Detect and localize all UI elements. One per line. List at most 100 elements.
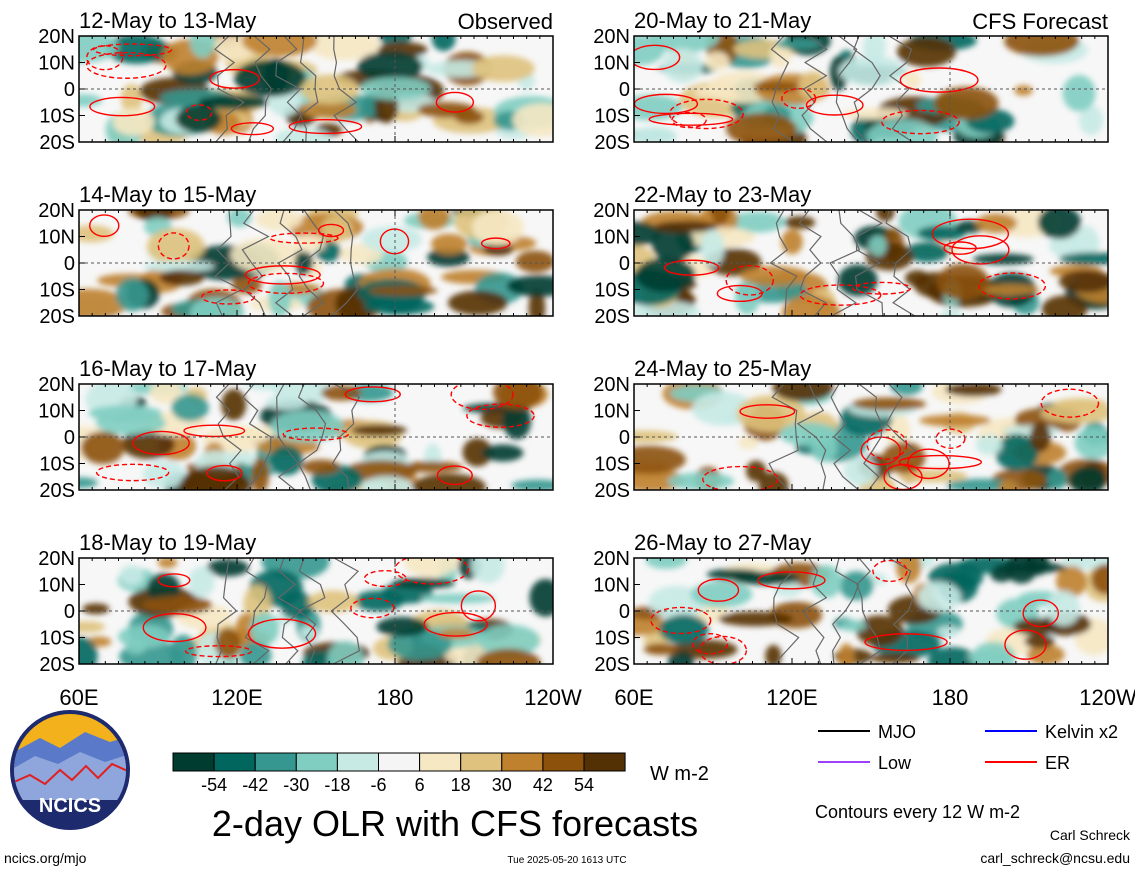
olr-anomaly-region bbox=[142, 260, 215, 272]
olr-anomaly-region bbox=[255, 210, 303, 231]
er-contour bbox=[157, 573, 191, 588]
er-contour bbox=[691, 633, 729, 655]
olr-anomaly-region bbox=[1037, 210, 1082, 240]
olr-anomaly-region bbox=[1058, 270, 1108, 293]
olr-anomaly-region bbox=[856, 615, 904, 647]
er-contour bbox=[95, 463, 170, 482]
olr-anomaly-region bbox=[80, 431, 125, 465]
olr-anomaly-region bbox=[143, 595, 213, 615]
olr-anomaly-region bbox=[79, 288, 127, 316]
map-panel: 20N 10N 0 10S 20S 24-May to 25-May bbox=[593, 356, 1109, 502]
olr-anomaly-region bbox=[1078, 105, 1104, 136]
olr-anomaly-region bbox=[704, 51, 730, 71]
lat-tick-label: 10S bbox=[39, 106, 75, 128]
olr-anomaly-region bbox=[838, 643, 855, 664]
lon-tick-label: 180 bbox=[932, 685, 969, 710]
olr-anomaly-region bbox=[975, 284, 1040, 296]
er-contour bbox=[350, 597, 395, 619]
lat-tick-label: 20N bbox=[593, 200, 630, 222]
olr-anomaly-region bbox=[146, 228, 205, 265]
er-contour bbox=[668, 98, 744, 130]
lat-tick-label: 10N bbox=[38, 227, 75, 249]
lat-tick-label: 20S bbox=[39, 132, 75, 154]
olr-anomaly-region bbox=[188, 566, 215, 598]
olr-anomaly-region bbox=[420, 593, 496, 604]
olr-anomaly-region bbox=[940, 308, 962, 316]
er-contour bbox=[184, 645, 253, 658]
olr-anomaly-region bbox=[502, 402, 532, 440]
coastline bbox=[769, 210, 798, 316]
lat-tick-label: 20N bbox=[38, 548, 75, 570]
er-contour bbox=[247, 272, 325, 295]
coastline bbox=[835, 36, 859, 142]
olr-anomaly-region bbox=[431, 36, 456, 52]
olr-anomaly-region bbox=[301, 459, 340, 475]
olr-anomaly-region bbox=[710, 210, 731, 226]
lat-tick-label: 10N bbox=[593, 227, 630, 249]
olr-anomaly-region bbox=[454, 109, 484, 125]
olr-anomaly-region bbox=[870, 652, 920, 664]
olr-anomaly-region bbox=[896, 37, 956, 67]
lat-tick-label: 10N bbox=[38, 575, 75, 597]
olr-anomaly-region bbox=[88, 405, 163, 422]
olr-anomaly-region bbox=[169, 634, 198, 664]
olr-anomaly-region bbox=[1074, 427, 1108, 460]
contour-note: Contours every 12 W m-2 bbox=[815, 802, 1020, 822]
er-contour bbox=[864, 633, 948, 652]
olr-anomaly-region bbox=[995, 433, 1039, 472]
legend-label: ER bbox=[1045, 753, 1070, 773]
olr-anomaly-region bbox=[862, 36, 887, 63]
olr-anomaly-region bbox=[1053, 397, 1108, 411]
er-contour bbox=[671, 111, 707, 129]
colorbar-tick-label: -42 bbox=[242, 775, 268, 795]
olr-anomaly-region bbox=[115, 277, 149, 312]
olr-anomaly-region bbox=[243, 384, 292, 391]
olr-anomaly-region bbox=[634, 614, 666, 636]
lat-tick-label: 0 bbox=[619, 601, 630, 623]
er-contour bbox=[931, 218, 1010, 250]
olr-anomaly-region bbox=[659, 614, 709, 645]
olr-anomaly-region bbox=[634, 445, 686, 474]
olr-anomaly-region bbox=[309, 36, 380, 61]
er-contour bbox=[423, 611, 488, 637]
map-panel: 20N 10N 0 10S 20S 20-May to 21-May bbox=[593, 8, 1109, 154]
olr-anomaly-region bbox=[471, 55, 535, 82]
olr-anomaly-region bbox=[412, 473, 486, 490]
olr-anomaly-region bbox=[1068, 466, 1107, 490]
olr-anomaly-region bbox=[810, 564, 843, 599]
colorbar-tick-label: 30 bbox=[492, 775, 512, 795]
er-contour bbox=[866, 429, 908, 460]
olr-anomaly-region bbox=[269, 445, 304, 476]
olr-anomaly-region bbox=[447, 290, 508, 316]
olr-anomaly-region bbox=[904, 269, 930, 287]
olr-anomaly-region bbox=[927, 647, 978, 664]
olr-anomaly-region bbox=[274, 127, 332, 142]
coastline bbox=[885, 210, 916, 316]
lat-tick-label: 0 bbox=[64, 601, 75, 623]
lat-tick-label: 20S bbox=[594, 480, 630, 502]
olr-anomaly-region bbox=[79, 621, 106, 633]
olr-anomaly-region bbox=[363, 297, 435, 316]
olr-anomaly-region bbox=[765, 644, 782, 664]
colorbar-swatch bbox=[501, 752, 544, 772]
er-contour bbox=[157, 232, 190, 260]
olr-anomaly-region bbox=[919, 414, 992, 427]
er-contour bbox=[201, 289, 256, 305]
olr-anomaly-region bbox=[903, 71, 921, 90]
olr-anomaly-region bbox=[867, 119, 939, 142]
lat-tick-label: 10N bbox=[38, 53, 75, 75]
olr-anomaly-region bbox=[159, 269, 205, 286]
colorbar-tick-label: 6 bbox=[415, 775, 425, 795]
olr-anomaly-region bbox=[198, 94, 269, 110]
olr-anomaly-region bbox=[740, 265, 809, 287]
er-contour bbox=[244, 265, 321, 285]
er-contour bbox=[142, 612, 207, 643]
olr-anomaly-region bbox=[917, 225, 966, 241]
olr-anomaly-region bbox=[1056, 565, 1087, 598]
olr-anomaly-region bbox=[1029, 422, 1051, 452]
olr-anomaly-region bbox=[730, 571, 800, 585]
footer-email: carl_schreck@ncsu.edu bbox=[980, 850, 1130, 866]
colorbar-swatch bbox=[172, 752, 215, 772]
lat-tick-label: 0 bbox=[619, 79, 630, 101]
lon-tick-label: 120W bbox=[1079, 685, 1135, 710]
